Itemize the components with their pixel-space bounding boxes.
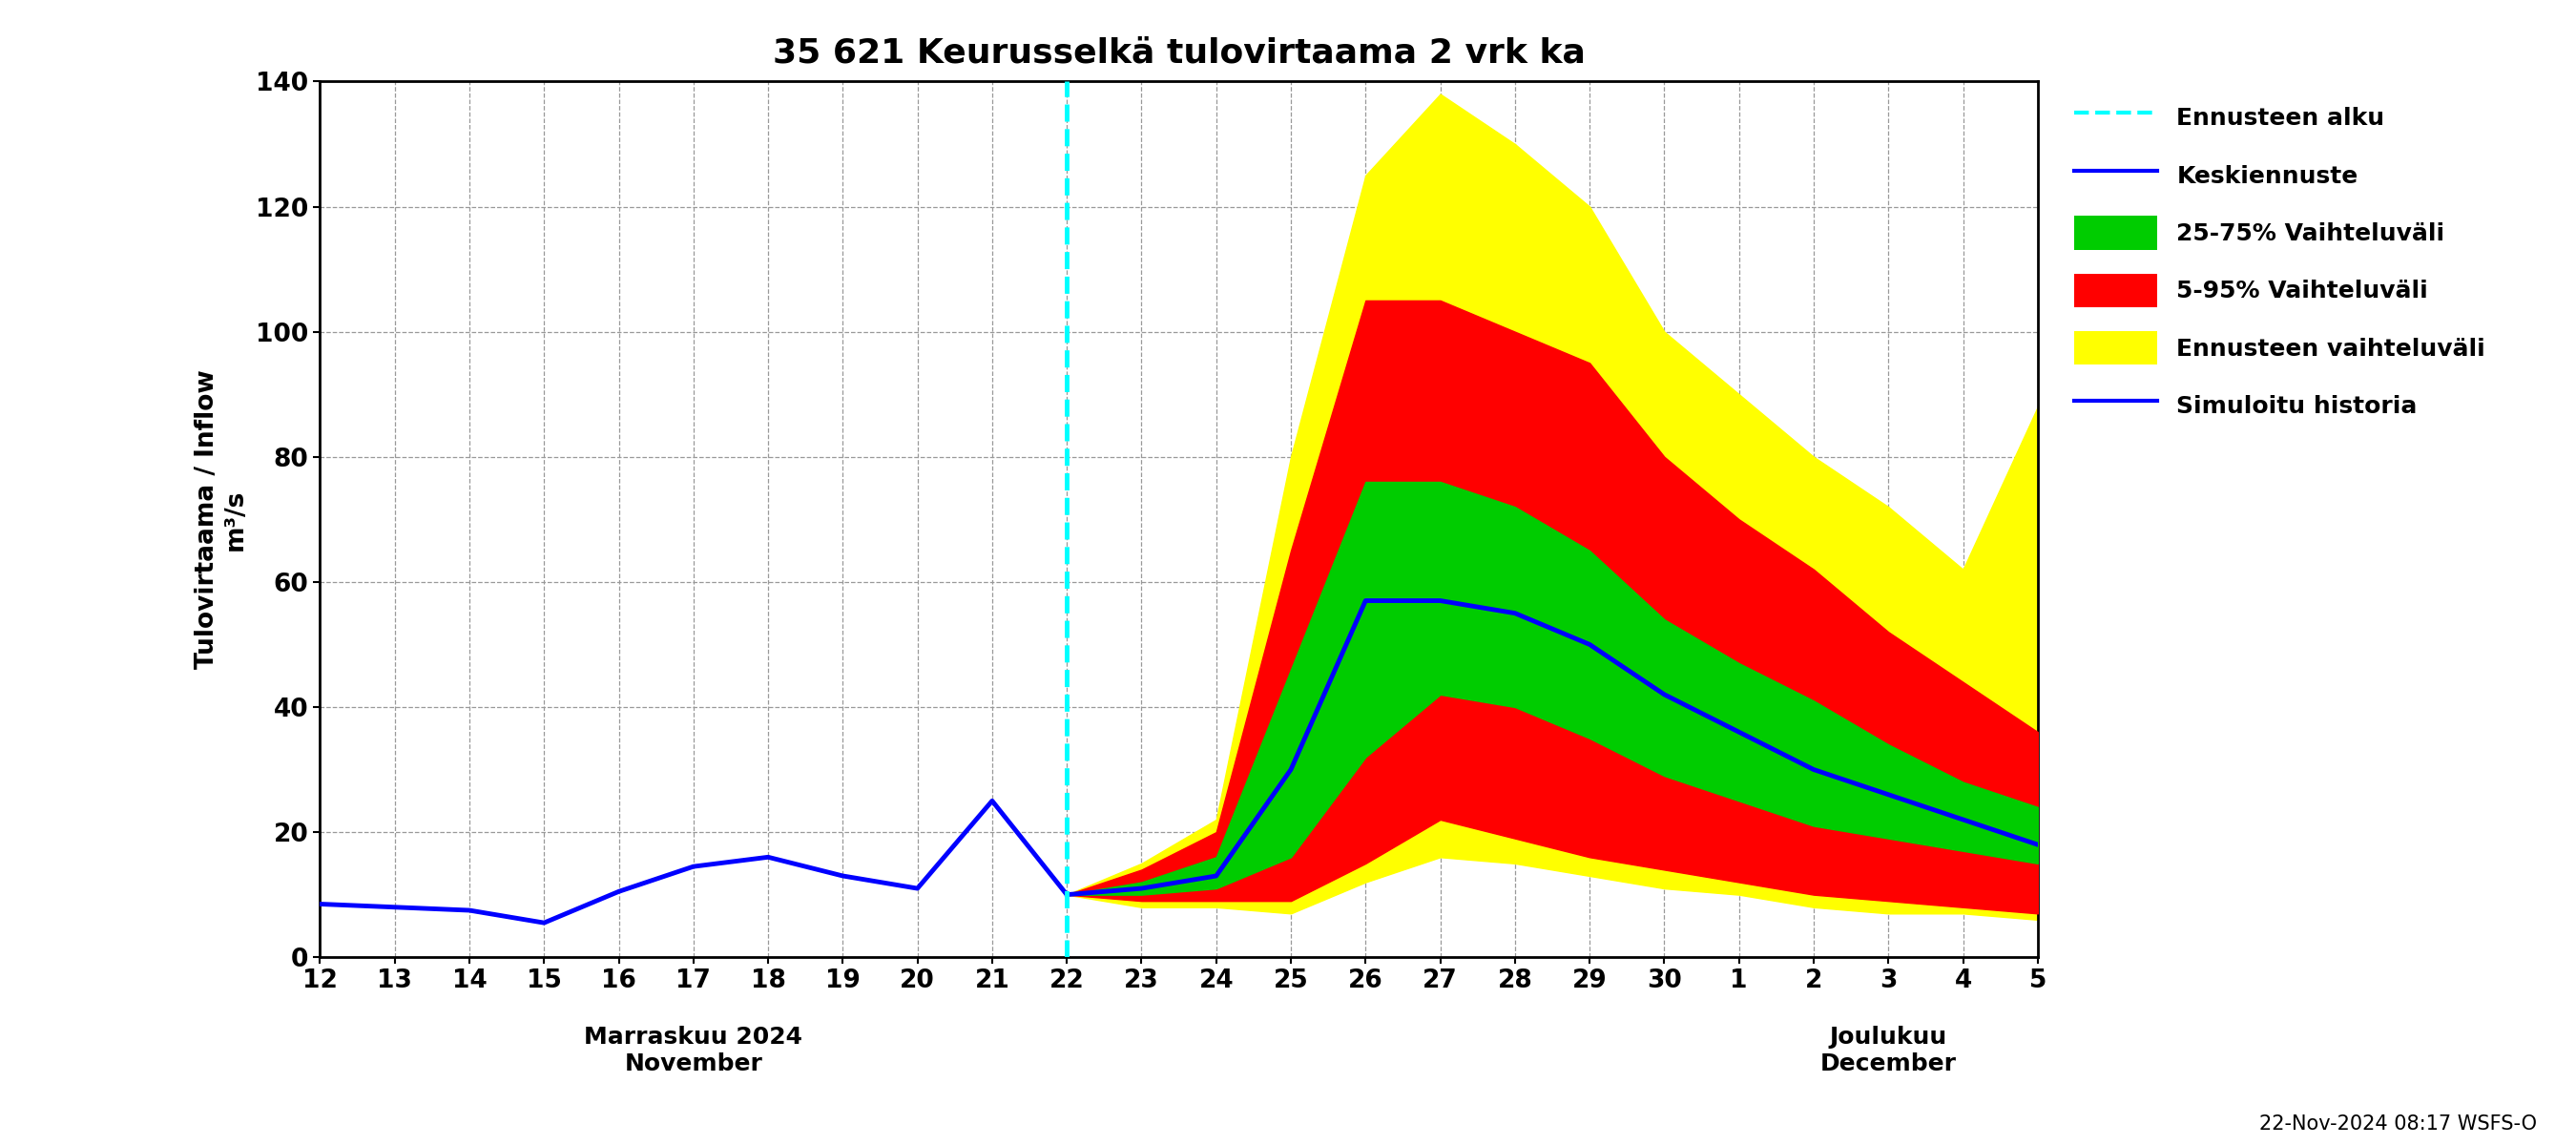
Legend: Ennusteen alku, Keskiennuste, 25-75% Vaihteluväli, 5-95% Vaihteluväli, Ennusteen: Ennusteen alku, Keskiennuste, 25-75% Vai… <box>2066 94 2494 429</box>
Title: 35 621 Keurusselkä tulovirtaama 2 vrk ka: 35 621 Keurusselkä tulovirtaama 2 vrk ka <box>773 37 1584 70</box>
Text: Joulukuu
December: Joulukuu December <box>1821 1026 1958 1075</box>
Text: 22-Nov-2024 08:17 WSFS-O: 22-Nov-2024 08:17 WSFS-O <box>2259 1114 2537 1134</box>
Y-axis label: Tulovirtaama / Inflow
m³/s: Tulovirtaama / Inflow m³/s <box>196 370 247 669</box>
Text: Marraskuu 2024
November: Marraskuu 2024 November <box>585 1026 804 1075</box>
